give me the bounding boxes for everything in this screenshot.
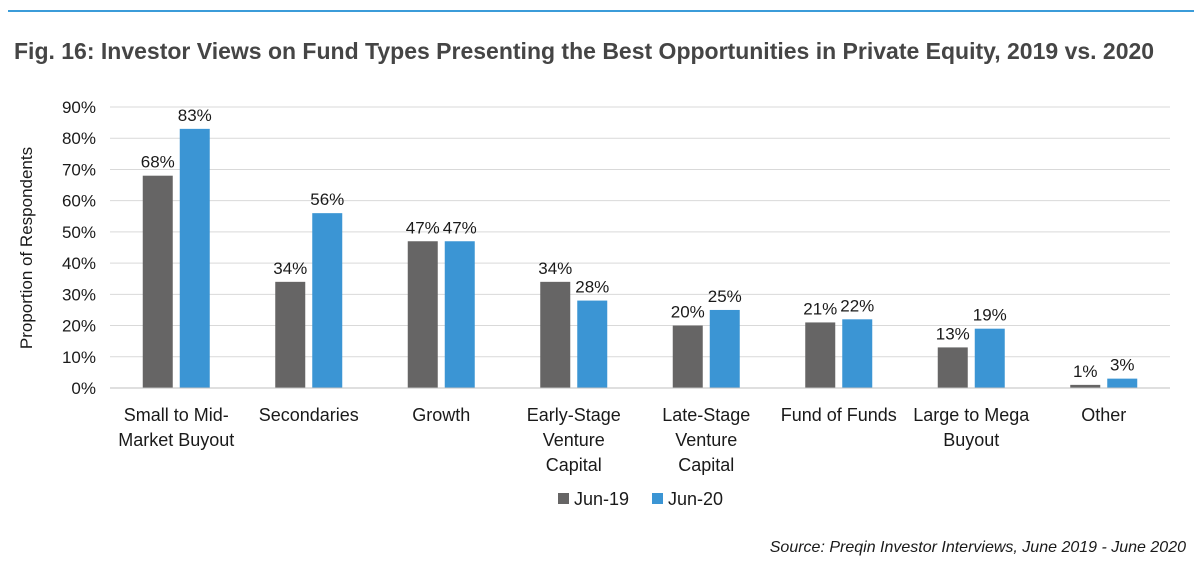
bar-jun-20 [577,300,608,388]
bar-jun-20 [1107,378,1138,388]
data-label: 19% [973,306,1007,325]
y-tick-label: 40% [62,254,96,273]
category-label: Growth [412,405,470,425]
legend: Jun-19 Jun-20 [558,489,723,509]
category-label: Late-Stage Venture Capital [662,405,750,475]
data-label: 1% [1073,362,1098,381]
gridlines [110,106,1170,358]
y-tick-label: 20% [62,317,96,336]
bar-jun-19 [142,175,173,388]
data-label: 3% [1110,356,1135,375]
data-label: 28% [575,278,609,297]
category-label: Secondaries [259,405,359,425]
y-axis-label: Proportion of Respondents [17,147,36,349]
data-label: 34% [273,259,307,278]
bar-jun-19 [805,322,836,388]
top-rule [8,10,1194,12]
data-label: 56% [310,190,344,209]
data-label: 25% [708,287,742,306]
bar-jun-19 [407,241,438,388]
data-label: 47% [443,218,477,237]
chart-title: Fig. 16: Investor Views on Fund Types Pr… [14,38,1155,64]
category-label: Small to Mid-Market Buyout [118,405,234,450]
data-label: 47% [406,218,440,237]
y-tick-label: 90% [62,98,96,117]
legend-swatch-jun-19 [558,493,569,504]
y-tick-label: 50% [62,223,96,242]
y-tick-label: 10% [62,348,96,367]
data-label: 13% [936,324,970,343]
category-label: Other [1081,405,1126,425]
data-labels: 68%83%34%56%47% 47%34%28%20%25%21% 22%13%1… [141,106,1135,381]
category-label: Fund of Funds [781,405,897,425]
data-label: 83% [178,106,212,125]
bar-jun-20 [179,128,210,388]
y-tick-label: 60% [62,192,96,211]
y-tick-label: 70% [62,160,96,179]
category-label: Large to Mega Buyout [913,405,1030,450]
bar-jun-20 [709,309,740,388]
bar-jun-20 [444,241,475,388]
bar-jun-19 [672,325,703,388]
data-label: 21% [803,299,837,318]
y-tick-label: 80% [62,129,96,148]
y-axis-ticks: 0% 10% 20% 30% 40% 50% 60% 70% 80% 90% [62,98,96,398]
legend-label: Jun-19 [574,489,629,509]
category-label: Early-Stage Venture Capital [527,405,621,475]
source-note: Source: Preqin Investor Interviews, June… [769,539,1186,556]
bar-jun-20 [974,328,1005,388]
bar-jun-20 [312,213,343,388]
bar-jun-19 [540,281,571,388]
bars [142,128,1138,388]
x-axis-categories: Small to Mid-Market Buyout Secondaries Gro… [118,405,1126,475]
bar-jun-20 [842,319,873,388]
data-label: 34% [538,259,572,278]
data-label: 20% [671,303,705,322]
bar-jun-19 [937,347,968,388]
legend-swatch-jun-20 [652,493,663,504]
bar-jun-19 [1070,384,1101,388]
y-tick-label: 0% [71,379,96,398]
data-label: 68% [141,153,175,172]
y-tick-label: 30% [62,285,96,304]
legend-label: Jun-20 [668,489,723,509]
data-label: 22% [840,296,874,315]
bar-jun-19 [275,281,306,388]
